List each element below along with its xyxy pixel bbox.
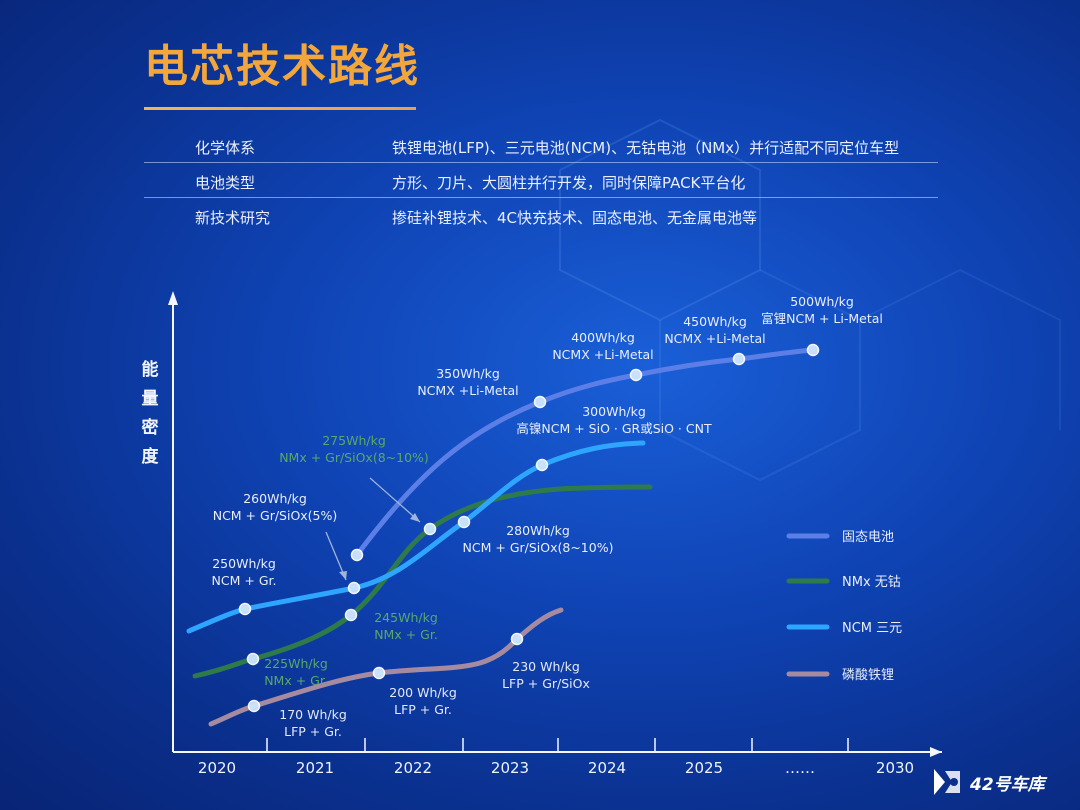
x-tick-label: 2020 [198,759,236,777]
x-tick-label: 2024 [588,759,626,777]
data-point-nmx [344,608,358,622]
legend-label-solid: 固态电池 [842,530,894,545]
data-label-nmx: 275Wh/kg NMx + Gr/SiOx(8~10%) [279,433,429,465]
data-point-ncm [238,602,252,616]
y-axis-label-char: 量 [141,389,159,409]
data-label-solid: 450Wh/kg NCMX +Li-Metal [664,314,765,346]
page-title: 电芯技术路线 [144,41,420,92]
x-tick-label: 2025 [685,759,723,777]
data-label-ncm: 250Wh/kg NCM + Gr. [212,556,277,588]
data-label-lfp: 200 Wh/kg LFP + Gr. [389,685,457,717]
data-point-nmx [423,522,437,536]
series-line-solid [354,347,816,558]
data-point-lfp [510,632,524,646]
data-point-lfp [372,666,386,680]
callout-arrow-head [410,513,420,522]
y-axis-label-char: 密 [141,418,159,438]
spec-row-chemistry: 化学体系 铁锂电池(LFP)、三元电池(NCM)、无钴电池（NMx）并行适配不同… [144,128,938,163]
legend-label-lfp: 磷酸铁锂 [842,668,894,683]
data-label-solid: 500Wh/kg 富锂NCM + Li-Metal [761,294,883,326]
data-point-ncm [457,515,471,529]
data-point-lfp [247,699,261,713]
data-point-solid [806,343,820,357]
point-labels: 350Wh/kg NCMX +Li-Metal 400Wh/kg NCMX +Li-M… [212,294,883,739]
legend-label-ncm: NCM 三元 [842,621,902,636]
callout-arrow [369,477,421,523]
data-point-ncm [535,458,549,472]
y-axis-label-char: 能 [141,360,159,380]
spec-value: 掺硅补锂技术、4C快充技术、固态电池、无金属电池等 [392,209,758,227]
data-label-nmx: 245Wh/kg NMx + Gr. [374,610,438,642]
x-tick-label: 2023 [491,759,529,777]
spec-row-battery-type: 电池类型 方形、刀片、大圆柱并行开发，同时保障PACK平台化 [144,163,938,198]
x-tick-label: 2022 [394,759,432,777]
x-tick-labels: 2020 2021 2022 2023 2024 2025 …… 2030 [198,759,914,777]
42-garage-logo-icon [934,769,960,795]
data-label-solid: 350Wh/kg NCMX +Li-Metal [417,366,518,398]
legend-label-nmx: NMx 无钴 [842,575,901,590]
spec-value: 铁锂电池(LFP)、三元电池(NCM)、无钴电池（NMx）并行适配不同定位车型 [392,139,900,157]
callout-arrow-head [339,571,347,580]
data-point-ncm [347,581,361,595]
divider [144,162,938,163]
data-label-nmx: 225Wh/kg NMx + Gr. [264,656,328,688]
chart-axes [168,291,942,757]
x-axis-arrow [930,747,942,757]
watermark: 42号车库 [930,765,1045,799]
data-label-lfp: 170 Wh/kg LFP + Gr. [279,707,347,739]
x-tick-label: 2021 [296,759,334,777]
data-label-ncm: 300Wh/kg 高镍NCM + SiO · GR或SiO · CNT [516,404,712,436]
spec-key: 新技术研究 [195,209,271,227]
data-point-solid [629,368,643,382]
y-axis-label: 能 量 密 度 [138,356,162,472]
data-point-solid [350,548,364,562]
data-point-nmx [246,652,260,666]
series-points [238,343,820,713]
data-label-ncm: 280Wh/kg NCM + Gr/SiOx(8~10%) [463,523,614,555]
y-axis-label-char: 度 [141,447,159,467]
spec-row-new-tech: 新技术研究 掺硅补锂技术、4C快充技术、固态电池、无金属电池等 [144,198,938,233]
data-label-solid: 400Wh/kg NCMX +Li-Metal [552,330,653,362]
x-tick-label: 2030 [876,759,914,777]
series-line-ncm [186,440,646,634]
spec-table: 化学体系 铁锂电池(LFP)、三元电池(NCM)、无钴电池（NMx）并行适配不同… [144,128,938,233]
spec-key: 化学体系 [195,139,256,157]
divider [144,197,938,198]
x-tick-label: …… [785,759,815,777]
data-label-lfp: 230 Wh/kg LFP + Gr/SiOx [502,659,590,691]
spec-key: 电池类型 [195,174,256,192]
data-point-solid [732,352,746,366]
watermark-text: 42号车库 [970,774,1045,795]
data-point-solid [533,395,547,409]
spec-value: 方形、刀片、大圆柱并行开发，同时保障PACK平台化 [392,174,746,192]
data-label-ncm: 260Wh/kg NCM + Gr/SiOx(5%) [213,491,338,523]
y-axis-arrow [168,291,178,305]
title-underline [144,107,416,110]
